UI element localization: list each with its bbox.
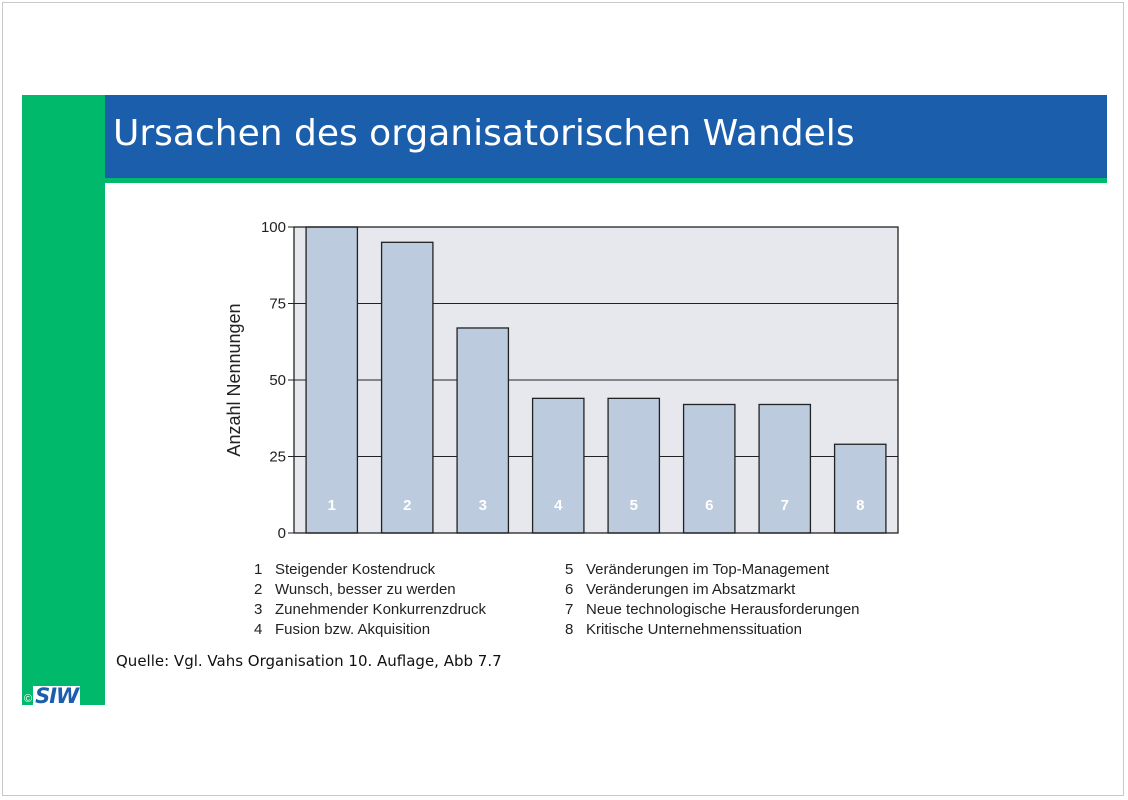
legend-number: 6 [565,581,573,598]
bar [833,443,887,534]
y-tick-label: 0 [278,525,286,542]
plot-frame [293,226,899,534]
y-axis-label: Anzahl Nennungen [224,303,244,456]
title-band [105,95,1107,178]
legend-number: 8 [565,621,573,638]
y-tick-label: 100 [261,219,286,236]
y-tick-label: 25 [269,449,286,466]
bar [758,403,812,534]
legend-number: 4 [254,621,262,638]
legend-number: 5 [565,561,573,578]
bar [531,397,585,534]
bar-label: 3 [479,497,487,514]
bar-label: 6 [705,497,713,514]
y-tick-label: 50 [269,372,286,389]
legend-label: Fusion bzw. Akquisition [275,621,430,638]
legend-label: Zunehmender Konkurrenzdruck [275,601,486,618]
copyright-mark: © [24,693,33,705]
bar [305,226,359,534]
legend-number: 1 [254,561,262,578]
bar-label: 1 [328,497,336,514]
legend-label: Wunsch, besser zu werden [275,581,456,598]
bar-label: 2 [403,497,411,514]
legend-label: Kritische Unternehmenssituation [586,621,802,638]
bar-label: 7 [781,497,789,514]
siw-logo: © SIW [24,684,81,708]
legend-number: 3 [254,601,262,618]
legend-label: Neue technologische Herausforderungen [586,601,860,618]
bar [456,327,510,534]
legend-number: 2 [254,581,262,598]
bar-label: 4 [554,497,563,514]
source-citation: Quelle: Vgl. Vahs Organisation 10. Aufla… [116,652,502,670]
siw-logo-mark: SIW [33,684,81,708]
bar [380,241,434,534]
bar-label: 5 [630,497,638,514]
title-underline [105,178,1107,183]
legend-number: 7 [565,601,573,618]
bar-label: 8 [856,497,864,514]
green-side-bar [22,95,105,705]
legend-label: Steigender Kostendruck [275,561,436,578]
legend-label: Veränderungen im Top-Management [586,561,830,578]
bar [607,397,661,534]
legend-label: Veränderungen im Absatzmarkt [586,581,796,598]
y-tick-label: 75 [269,296,286,313]
slide-title: Ursachen des organisatorischen Wandels [113,113,855,154]
bar [682,403,736,534]
